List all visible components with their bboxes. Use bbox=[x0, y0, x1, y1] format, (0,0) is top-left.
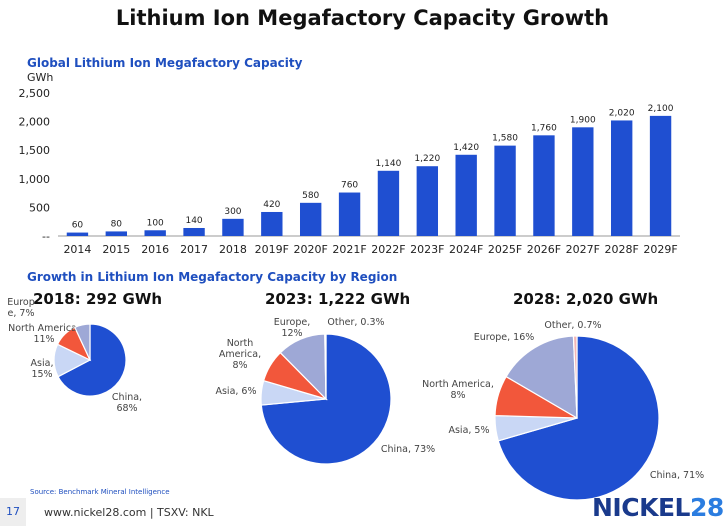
x-tick-label: 2017 bbox=[180, 243, 208, 256]
x-tick-label: 2019F bbox=[255, 243, 289, 256]
bar-2019F bbox=[261, 211, 283, 236]
bar-value-label: 80 bbox=[111, 219, 123, 229]
bar-value-label: 300 bbox=[224, 207, 241, 217]
x-tick-label: 2023F bbox=[410, 243, 444, 256]
nickel28-logo: NICKEL28 bbox=[592, 493, 724, 522]
bar-value-label: 420 bbox=[263, 200, 280, 210]
bar-2020F bbox=[299, 202, 322, 236]
pie-slice-other bbox=[324, 333, 327, 400]
pie-label-other: Other, 0.3% bbox=[327, 317, 384, 328]
logo-number: 28 bbox=[689, 493, 724, 522]
bar-chart-heading: Global Lithium Ion Megafactory Capacity bbox=[27, 56, 303, 70]
bar-value-label: 1,900 bbox=[570, 115, 596, 125]
pie-label-china: China, 73% bbox=[381, 444, 435, 455]
pie-label-asia: Asia, 15% bbox=[31, 358, 54, 380]
bar-value-label: 580 bbox=[302, 191, 319, 201]
bar-2021F bbox=[338, 192, 361, 236]
y-tick-label: 2,500 bbox=[19, 87, 51, 100]
y-tick-label: 500 bbox=[29, 201, 50, 214]
pie-label-europe: Europe, 12% bbox=[274, 317, 310, 339]
bar-value-label: 2,020 bbox=[609, 108, 635, 118]
x-tick-label: 2026F bbox=[527, 243, 561, 256]
bar-value-label: 140 bbox=[185, 216, 202, 226]
x-tick-label: 2016 bbox=[141, 243, 169, 256]
bar-2025F bbox=[494, 145, 516, 236]
page-title: Lithium Ion Megafactory Capacity Growth bbox=[115, 6, 610, 30]
bar-value-label: 1,140 bbox=[376, 159, 402, 169]
bar-value-label: 760 bbox=[341, 181, 358, 191]
bar-value-label: 100 bbox=[147, 218, 164, 228]
bar-2026F bbox=[533, 135, 555, 236]
pie-label-asia: Asia, 5% bbox=[448, 425, 489, 436]
x-tick-label: 2015 bbox=[102, 243, 130, 256]
pie-title-2018: 2018: 292 GWh bbox=[33, 290, 163, 308]
bar-2018 bbox=[222, 218, 244, 236]
bar-2017 bbox=[183, 227, 205, 236]
pie-title-2023: 2023: 1,222 GWh bbox=[265, 290, 411, 308]
bar-2024F bbox=[455, 154, 477, 236]
x-tick-label: 2029F bbox=[643, 243, 677, 256]
pie-slice-china bbox=[57, 323, 127, 397]
bar-value-label: 1,220 bbox=[414, 154, 440, 164]
region-chart-heading: Growth in Lithium Ion Megafactory Capaci… bbox=[27, 270, 398, 284]
logo-word: NICKEL bbox=[592, 493, 690, 522]
x-tick-label: 2028F bbox=[605, 243, 639, 256]
pie-label-north-america: North America, 8% bbox=[422, 379, 494, 401]
bar-2023F bbox=[416, 166, 439, 236]
bar-value-label: 1,760 bbox=[531, 123, 557, 133]
x-tick-label: 2025F bbox=[488, 243, 522, 256]
x-tick-label: 2018 bbox=[219, 243, 247, 256]
bar-chart: -- 500 1,000 1,500 2,000 2,500 60 2014 80 2015 100… bbox=[19, 87, 680, 256]
bar-2016 bbox=[144, 230, 166, 236]
pie-label-china: China, 68% bbox=[112, 392, 142, 414]
bar-2027F bbox=[572, 127, 594, 236]
pie-label-other: Other, 0.7% bbox=[544, 320, 601, 331]
footer-site-link[interactable]: www.nickel28.com | TSXV: NKL bbox=[44, 506, 214, 519]
x-tick-label: 2027F bbox=[566, 243, 600, 256]
pie-title-2028: 2028: 2,020 GWh bbox=[513, 290, 659, 308]
y-tick-label: -- bbox=[42, 230, 50, 243]
bar-value-label: 60 bbox=[72, 221, 84, 231]
x-tick-label: 2020F bbox=[294, 243, 328, 256]
pie-label-china: China, 71% bbox=[650, 470, 704, 481]
bar-2022F bbox=[377, 170, 400, 236]
pie-label-asia: Asia, 6% bbox=[215, 386, 256, 397]
y-tick-label: 1,500 bbox=[19, 144, 51, 157]
x-tick-label: 2024F bbox=[449, 243, 483, 256]
source-note: Source: Benchmark Mineral Intelligence bbox=[30, 488, 170, 496]
bar-chart-unit: GWh bbox=[27, 71, 54, 84]
y-tick-label: 2,000 bbox=[19, 116, 51, 129]
x-tick-label: 2022F bbox=[371, 243, 405, 256]
pie-slice-europe bbox=[74, 323, 91, 361]
bar-2028F bbox=[610, 120, 633, 236]
y-tick-label: 1,000 bbox=[19, 173, 51, 186]
pie-slice-europe bbox=[505, 335, 578, 420]
footer: 17 www.nickel28.com | TSXV: NKL bbox=[0, 498, 725, 526]
bar-2029F bbox=[649, 115, 672, 236]
pie-label-europe: Europ e, 7% bbox=[7, 297, 35, 319]
pie-slice-china bbox=[497, 335, 660, 501]
x-tick-label: 2014 bbox=[63, 243, 91, 256]
bar-value-label: 2,100 bbox=[648, 104, 674, 114]
bar-2014 bbox=[66, 232, 89, 236]
pie-label-north-america: North America, 11% bbox=[8, 323, 80, 345]
bar-value-label: 1,420 bbox=[453, 143, 479, 153]
page-number: 17 bbox=[0, 498, 26, 526]
bar-value-label: 1,580 bbox=[492, 134, 518, 144]
pie-label-europe: Europe, 16% bbox=[474, 332, 535, 343]
pie-label-north-america: North America, 8% bbox=[219, 338, 261, 371]
bar-2015 bbox=[105, 231, 128, 236]
pie-slice-other bbox=[572, 335, 578, 419]
x-tick-label: 2021F bbox=[332, 243, 366, 256]
